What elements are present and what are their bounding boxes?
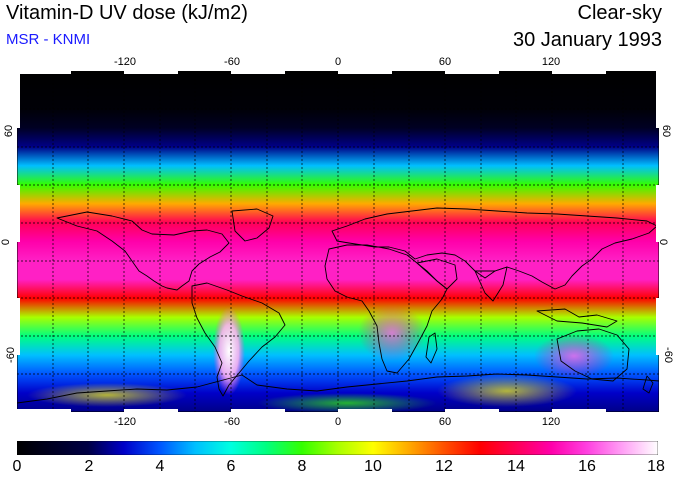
lon-tick-top: 120 xyxy=(541,56,561,68)
lon-tick-bottom: 0 xyxy=(334,416,342,428)
lon-tick-bottom: 60 xyxy=(438,416,452,428)
lat-tick-left: 60 xyxy=(3,124,16,138)
colorbar-label: 6 xyxy=(226,458,236,475)
lon-tick-top: -120 xyxy=(113,56,137,68)
colorbar-label: 18 xyxy=(647,458,665,475)
lon-tick-bottom: -60 xyxy=(224,416,240,428)
colorbar-gradient xyxy=(17,441,658,455)
source-label: MSR - KNMI xyxy=(6,31,91,48)
lat-tick-left: -60 xyxy=(4,347,17,363)
india-outline xyxy=(474,266,508,302)
colorbar-label: 4 xyxy=(155,458,165,475)
africa-hotspot xyxy=(358,305,426,361)
date-label: 30 January 1993 xyxy=(512,29,662,51)
lat-tick-left: 0 xyxy=(0,238,13,246)
colorbar xyxy=(17,441,658,455)
australia-outline xyxy=(556,328,630,382)
madagascar-outline xyxy=(425,332,438,364)
uv-dose-map xyxy=(17,71,659,412)
lon-tick-bottom: -120 xyxy=(113,416,137,428)
lon-tick-top: -60 xyxy=(224,56,240,68)
map-frame xyxy=(17,71,659,412)
australia-hotspot xyxy=(534,334,614,378)
indian-ocean-cloud xyxy=(437,375,577,407)
colorbar-label: 0 xyxy=(12,458,22,475)
lon-tick-top: 0 xyxy=(334,56,342,68)
north-america-outline xyxy=(56,211,230,291)
andes-hotspot xyxy=(213,307,245,395)
lon-tick-top: 60 xyxy=(438,56,452,68)
colorbar-label: 12 xyxy=(435,458,453,475)
colorbar-label: 8 xyxy=(297,458,307,475)
colorbar-label: 2 xyxy=(84,458,94,475)
greenland-outline xyxy=(231,208,274,242)
lat-tick-right: -60 xyxy=(661,347,674,363)
antarctica-outline xyxy=(17,373,659,404)
graticule xyxy=(17,71,659,412)
colorbar-label: 16 xyxy=(578,458,596,475)
europe-asia-outline xyxy=(331,207,658,290)
colorbar-label: 14 xyxy=(507,458,525,475)
arabia-outline xyxy=(416,258,458,290)
lon-tick-bottom: 120 xyxy=(541,416,561,428)
south-america-outline xyxy=(191,282,286,397)
indonesia-outline xyxy=(536,308,618,328)
condition-label: Clear-sky xyxy=(577,2,662,24)
south-pacific-band xyxy=(27,383,187,407)
colorbar-label: 10 xyxy=(364,458,382,475)
map-title: Vitamin-D UV dose (kJ/m2) xyxy=(6,2,248,24)
lat-tick-right: 60 xyxy=(660,124,673,138)
